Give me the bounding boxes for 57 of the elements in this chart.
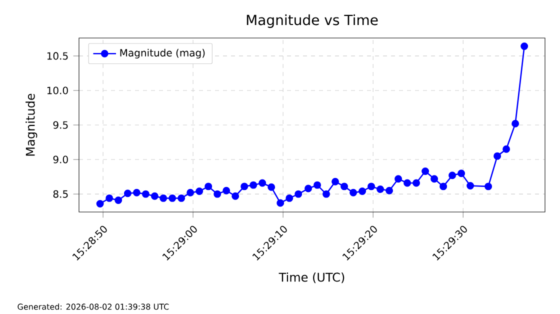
point (404, 179, 412, 187)
point (350, 188, 358, 196)
point (142, 190, 150, 198)
point (114, 196, 122, 204)
point (440, 182, 448, 190)
point (494, 152, 502, 160)
point (512, 120, 520, 128)
legend-label: Magnitude (mag) (120, 48, 205, 58)
point (222, 186, 230, 194)
point (340, 182, 348, 190)
point (394, 175, 402, 183)
point (386, 186, 394, 194)
point (106, 194, 114, 202)
point (304, 184, 312, 192)
point (332, 178, 340, 186)
y-tick-label: 8.5 (53, 190, 68, 198)
point (368, 182, 376, 190)
point (358, 188, 366, 196)
point (294, 190, 302, 198)
point (204, 182, 212, 190)
point (214, 190, 222, 198)
point (286, 194, 294, 202)
point (196, 188, 204, 196)
point (168, 194, 176, 202)
y-tick-label: 9.0 (53, 156, 68, 164)
chart-title: Magnitude vs Time (246, 14, 378, 28)
point (268, 183, 276, 191)
point (520, 42, 528, 50)
point (150, 192, 158, 200)
point (96, 200, 104, 208)
x-axis-title: Time (UTC) (278, 272, 344, 284)
point (160, 194, 168, 202)
point (240, 182, 248, 190)
point (250, 181, 258, 189)
point (458, 170, 466, 178)
point (466, 182, 474, 190)
text: Generated: 2026-08-02 01:39:38 UTC (18, 304, 169, 310)
point (178, 194, 186, 202)
point (186, 188, 194, 196)
point (376, 185, 384, 193)
point (502, 145, 510, 153)
y-tick-label: 10.5 (47, 52, 68, 60)
point (322, 190, 330, 198)
point (484, 182, 492, 190)
point (430, 175, 438, 183)
y-tick-label: 9.5 (53, 121, 68, 129)
point (124, 190, 132, 198)
point (258, 179, 266, 187)
point (422, 168, 430, 175)
point (132, 188, 140, 196)
point (412, 179, 420, 187)
y-tick-label: 10.0 (47, 86, 68, 94)
point (314, 181, 322, 189)
point (232, 192, 240, 200)
point (448, 172, 456, 180)
point (276, 199, 284, 207)
y-axis-title: Magnitude (26, 94, 38, 156)
